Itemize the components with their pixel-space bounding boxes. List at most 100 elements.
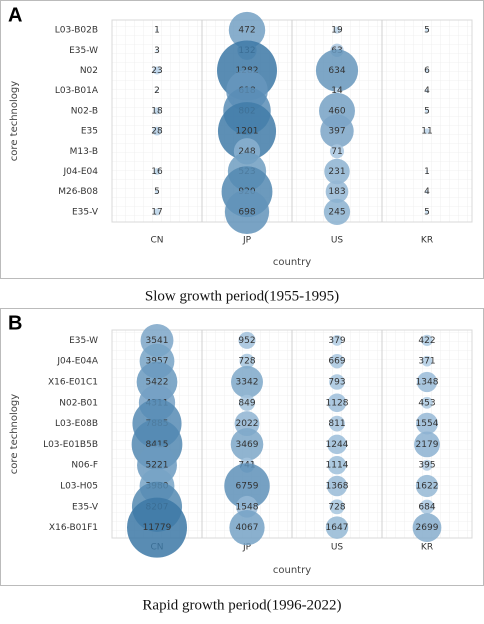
x-axis-title: country (273, 565, 311, 576)
bubble (320, 114, 354, 148)
y-tick-label: L03-E01B5B (43, 440, 98, 450)
data-label: 397 (328, 127, 345, 137)
bubble (329, 354, 345, 369)
data-label: 460 (328, 106, 345, 116)
data-label: 245 (328, 207, 345, 217)
data-label: 6 (424, 66, 430, 76)
bubble (153, 208, 161, 216)
y-axis-title: core technology (9, 394, 20, 474)
data-label: 1548 (236, 502, 259, 512)
bubble (327, 434, 347, 455)
caption: Slow growth period(1955-1995) (145, 288, 339, 304)
data-label: 379 (328, 336, 345, 346)
bubble (424, 128, 430, 134)
data-label: 395 (418, 461, 435, 471)
data-label: 728 (328, 502, 345, 512)
data-label: 1 (424, 167, 430, 177)
data-label: 71 (331, 147, 342, 157)
data-label: 669 (328, 357, 345, 367)
data-label: 5221 (146, 461, 169, 471)
data-label: 1244 (326, 440, 349, 450)
y-axis-title: core technology (9, 81, 20, 161)
data-label: 11779 (143, 523, 172, 533)
bubble (224, 189, 270, 235)
data-label: 2 (154, 86, 160, 96)
x-tick-label: KR (421, 236, 433, 246)
y-tick-label: N02-B01 (59, 398, 98, 408)
y-tick-label: J04-E04 (63, 167, 99, 177)
bubble (238, 331, 256, 349)
y-tick-label: N02-B (71, 106, 98, 116)
data-label: 5 (424, 207, 430, 217)
x-tick-label: CN (150, 236, 163, 246)
data-label: 2022 (236, 419, 259, 429)
bubble (416, 371, 438, 393)
data-label: 698 (238, 207, 255, 217)
y-tick-label: E35-W (69, 46, 98, 56)
bubble (425, 89, 429, 93)
bubble (414, 431, 440, 458)
y-tick-label: X16-E01C1 (48, 378, 98, 388)
bubble (155, 48, 159, 52)
bubble (155, 28, 159, 32)
y-tick-label: E35-V (72, 207, 99, 217)
bubble (155, 189, 159, 194)
bubble (333, 87, 341, 94)
data-label: 952 (238, 336, 255, 346)
x-tick-label: US (331, 236, 344, 246)
x-tick-label: JP (242, 236, 252, 246)
data-label: 11 (421, 127, 432, 137)
data-label: 28 (151, 127, 163, 137)
data-label: 1114 (326, 461, 349, 471)
bubble (231, 366, 263, 398)
data-label: 811 (328, 419, 345, 429)
x-tick-label: KR (421, 543, 433, 553)
data-label: 18 (151, 106, 163, 116)
bubble (127, 497, 187, 558)
data-label: 1368 (326, 482, 349, 492)
bubble (155, 89, 159, 92)
data-label: 1128 (326, 398, 349, 408)
y-tick-label: N02 (80, 66, 98, 76)
bubble (415, 474, 439, 498)
bubble (333, 26, 341, 34)
data-label: 16 (151, 167, 163, 177)
bubble (424, 68, 430, 73)
bubble (152, 126, 162, 136)
data-label: 5 (154, 187, 160, 197)
bubble (421, 396, 433, 409)
bubble (325, 516, 349, 539)
bubble (329, 374, 345, 390)
y-tick-label: J04-E04A (56, 357, 98, 367)
bubble (327, 393, 347, 413)
bubble (326, 475, 348, 497)
data-label: 3 (154, 46, 160, 56)
y-tick-label: E35-V (72, 502, 99, 512)
bubble (323, 198, 351, 226)
data-label: 1 (154, 26, 160, 36)
bubble (239, 353, 255, 369)
bubble (217, 102, 277, 161)
data-label: 6759 (236, 482, 259, 492)
bubble (412, 513, 442, 542)
bubble (421, 355, 433, 367)
data-label: 634 (328, 66, 345, 76)
data-label: 183 (328, 187, 345, 197)
bubble (325, 180, 349, 204)
data-label: 17 (151, 207, 162, 217)
data-label: 4067 (236, 523, 259, 533)
data-label: 2699 (416, 523, 439, 533)
data-label: 422 (418, 336, 435, 346)
bubble (329, 499, 345, 515)
bubble (419, 499, 435, 515)
x-tick-label: US (331, 543, 344, 553)
bubble (230, 428, 264, 461)
bubble (238, 394, 256, 411)
caption: Rapid growth period(1996-2022) (142, 597, 341, 613)
data-label: 5 (424, 106, 430, 116)
y-tick-label: L03-H05 (60, 482, 98, 492)
bubble (421, 334, 433, 347)
bubble (416, 412, 438, 435)
